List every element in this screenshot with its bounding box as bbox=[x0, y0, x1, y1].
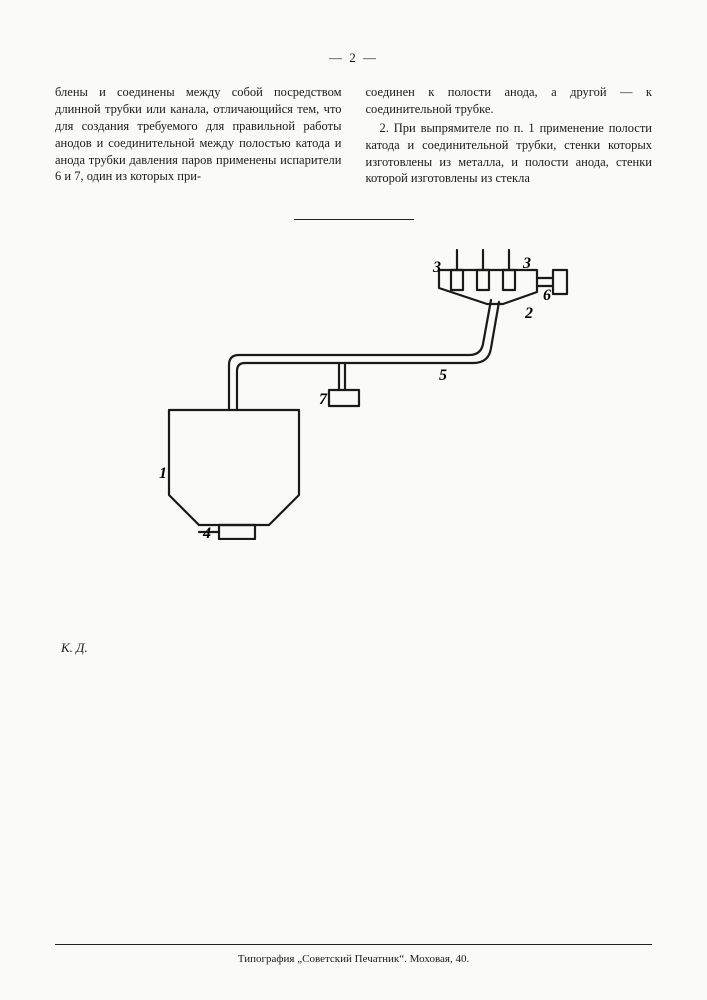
page: — 2 — блены и соединены между собой поср… bbox=[0, 0, 707, 1000]
cathode-vessel bbox=[169, 410, 299, 525]
label-3a: 3 bbox=[432, 259, 441, 276]
footer-rule bbox=[55, 944, 652, 945]
col1-paragraph: блены и соединены между собой посредство… bbox=[55, 84, 342, 185]
label-4: 4 bbox=[202, 525, 211, 540]
column-left: блены и соединены между собой посредство… bbox=[55, 84, 342, 189]
label-2: 2 bbox=[524, 305, 533, 322]
label-6: 6 bbox=[543, 287, 551, 304]
column-right: соединен к полости анода, а другой — к с… bbox=[366, 84, 653, 189]
vaporizer-6 bbox=[553, 270, 567, 294]
signature-kd: К. Д. bbox=[61, 640, 652, 656]
label-3b: 3 bbox=[522, 255, 531, 272]
anode-3c bbox=[503, 270, 515, 290]
anode-3b bbox=[477, 270, 489, 290]
footer-imprint: Типография „Советский Печатник“. Моховая… bbox=[0, 953, 707, 965]
section-divider bbox=[294, 219, 414, 220]
text-columns: блены и соединены между собой посредство… bbox=[55, 84, 652, 189]
outlet-4 bbox=[219, 525, 255, 539]
label-5: 5 bbox=[439, 367, 447, 384]
label-7: 7 bbox=[319, 391, 328, 408]
col2-paragraph-2: 2. При выпрямителе по п. 1 применение по… bbox=[366, 120, 653, 188]
figure-container: 1 2 3 3 4 5 6 7 bbox=[55, 240, 652, 540]
col2-paragraph-1: соединен к полости анода, а другой — к с… bbox=[366, 84, 653, 118]
anode-3a bbox=[451, 270, 463, 290]
page-number: — 2 — bbox=[55, 50, 652, 66]
rectifier-diagram: 1 2 3 3 4 5 6 7 bbox=[139, 240, 569, 540]
label-1: 1 bbox=[159, 465, 167, 482]
vaporizer-7 bbox=[329, 390, 359, 406]
